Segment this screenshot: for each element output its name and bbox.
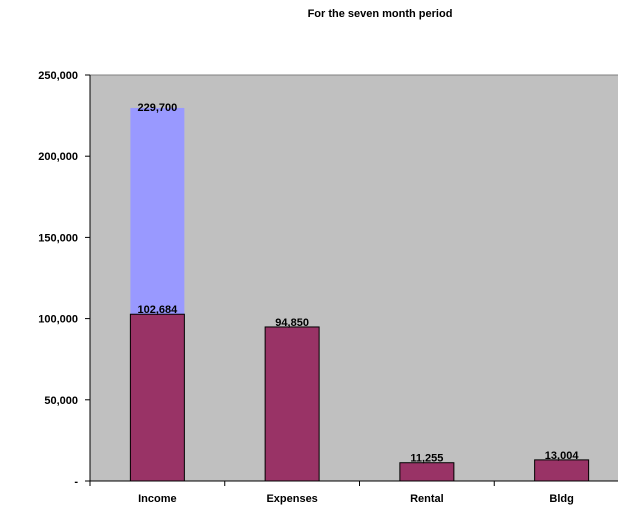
- chart-title: For the seven month period: [307, 8, 453, 20]
- x-tick-label: Income: [138, 493, 177, 505]
- data-label: 102,684: [137, 304, 178, 316]
- x-tick-label: Rental: [410, 493, 444, 505]
- data-label: 229,700: [137, 102, 177, 114]
- bar: [399, 462, 455, 482]
- y-tick-label: 250,000: [38, 70, 78, 82]
- y-tick-label: 100,000: [38, 314, 78, 326]
- data-label: 94,850: [275, 317, 309, 329]
- data-label: 11,255: [410, 453, 443, 465]
- y-tick-label: -: [74, 476, 78, 488]
- bar: [534, 459, 590, 482]
- bar-segment-upper: [130, 107, 185, 315]
- y-tick-label: 150,000: [38, 232, 78, 244]
- y-tick-label: 50,000: [44, 395, 78, 407]
- bar: [264, 326, 320, 482]
- x-tick-label: Expenses: [266, 493, 317, 505]
- data-label: 13,004: [545, 450, 580, 462]
- y-tick-label: 200,000: [38, 151, 78, 163]
- bar: [129, 313, 185, 482]
- x-tick-label: Bldg: [549, 493, 573, 505]
